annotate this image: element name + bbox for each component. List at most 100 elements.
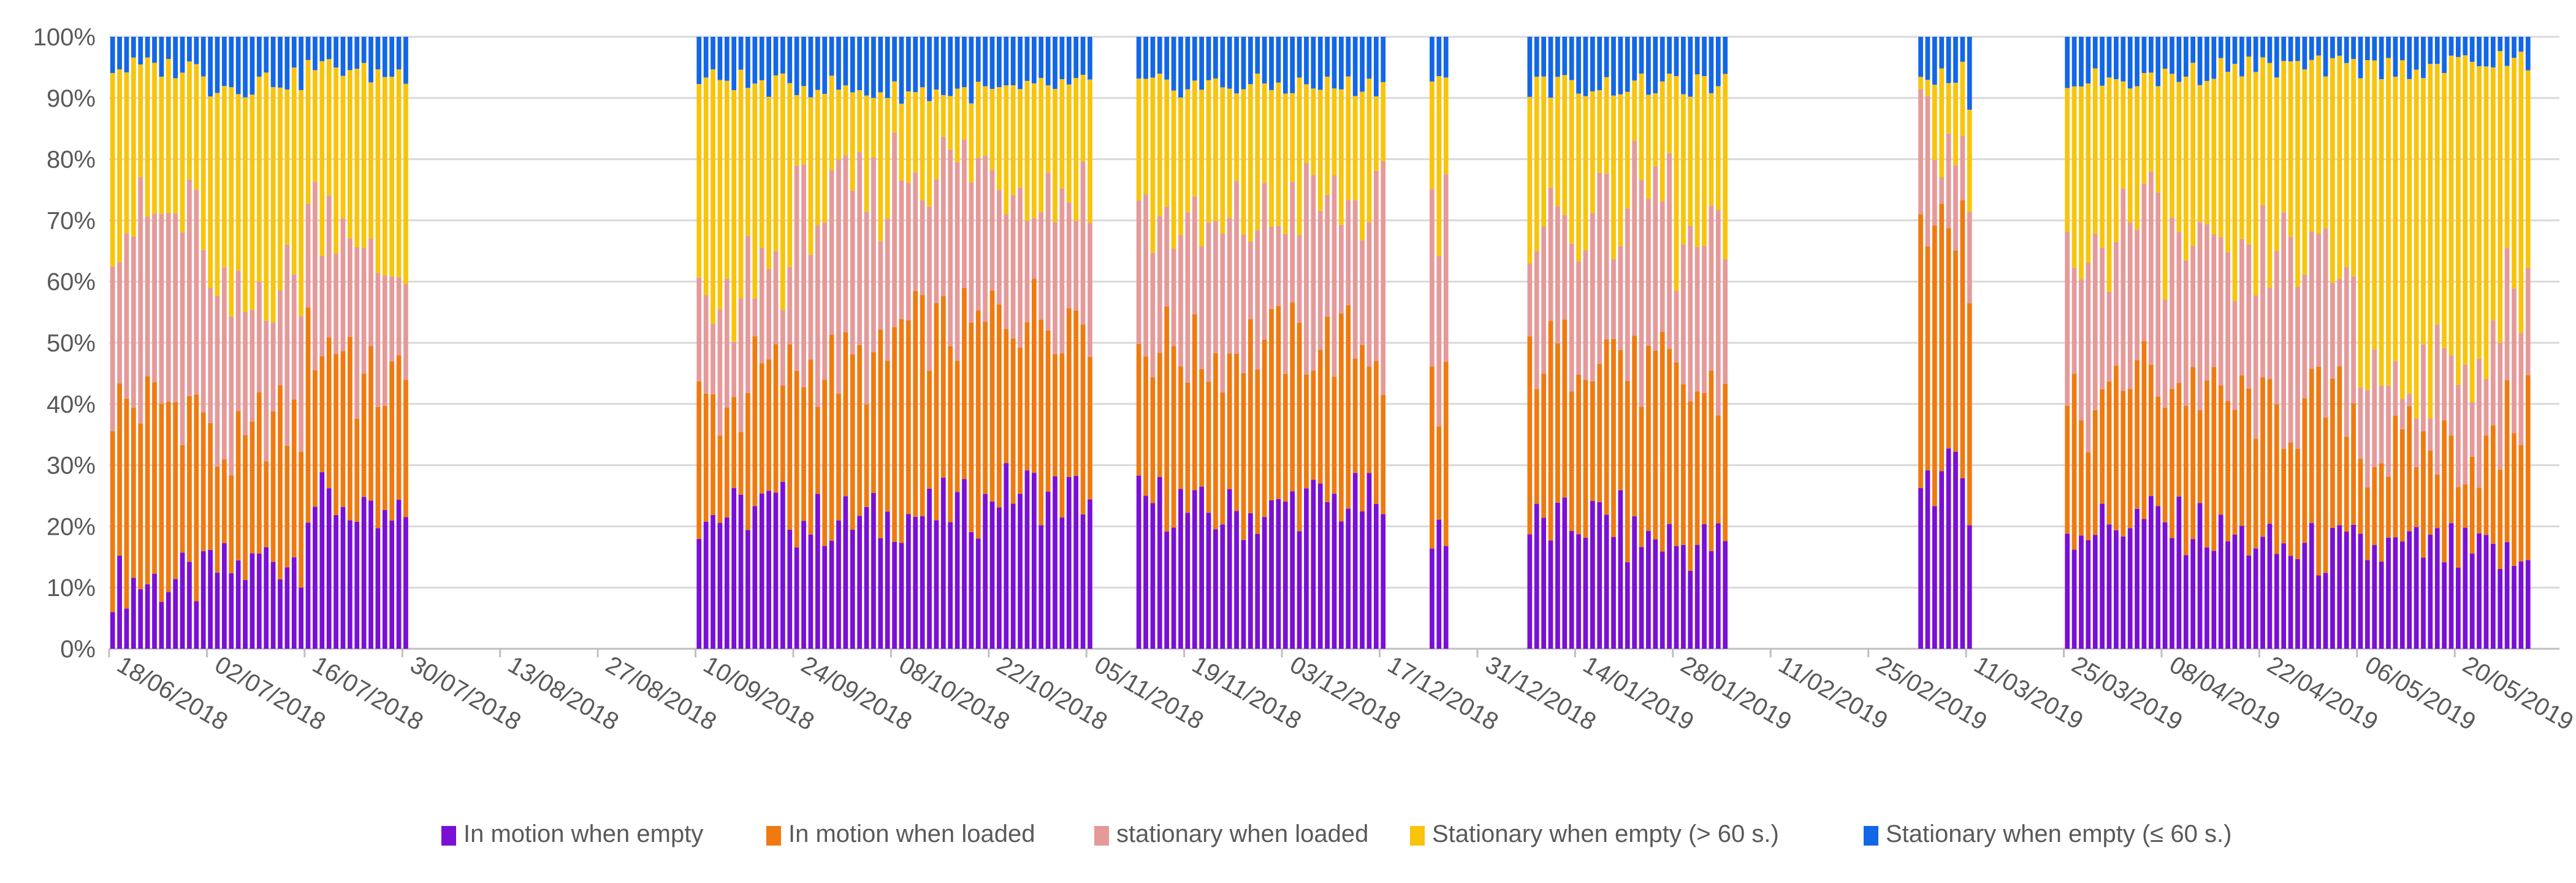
bar-segment-5 — [313, 37, 318, 71]
bar-segment-2 — [1527, 336, 1533, 535]
bar-segment-5 — [1038, 37, 1044, 78]
bar-segment-1 — [1946, 448, 1951, 649]
bar-segment-3 — [1688, 226, 1693, 402]
bar-segment-2 — [773, 344, 779, 493]
bar-segment-3 — [1723, 259, 1728, 384]
bar-segment-3 — [2330, 283, 2335, 379]
bar-segment-1 — [1366, 473, 1372, 649]
bar-segment-3 — [264, 320, 269, 462]
bar-segment-4 — [1430, 81, 1435, 189]
y-tick-label: 60% — [47, 269, 96, 296]
bar-segment-4 — [885, 97, 890, 219]
bar-segment-3 — [1548, 187, 1553, 321]
bar-segment-2 — [2358, 459, 2363, 534]
bar-segment-1 — [2218, 514, 2224, 649]
bar-segment-1 — [2469, 553, 2475, 649]
bar-segment-1 — [1038, 525, 1044, 649]
bar-segment-1 — [361, 497, 367, 649]
bar-segment-2 — [2106, 381, 2112, 525]
bar-segment-3 — [2309, 231, 2314, 369]
bar-segment-5 — [1346, 37, 1351, 77]
bar-segment-1 — [717, 522, 723, 649]
bar-segment-4 — [878, 92, 883, 242]
bar-segment-3 — [2141, 183, 2147, 342]
bar-segment-4 — [1715, 86, 1721, 210]
bar-segment-4 — [1206, 80, 1211, 223]
bar-segment-3 — [1625, 208, 1630, 381]
bar-segment-4 — [145, 57, 150, 217]
bar-segment-2 — [2295, 448, 2300, 559]
bar-segment-2 — [2121, 391, 2126, 537]
bar-segment-2 — [1562, 319, 1568, 498]
bar-segment-1 — [1590, 500, 1595, 649]
bar-segment-4 — [857, 90, 863, 153]
bar-segment-4 — [180, 72, 185, 232]
bar-segment-3 — [773, 251, 779, 345]
bar-segment-4 — [1373, 96, 1379, 171]
bar-segment-1 — [2141, 519, 2147, 649]
bar-segment-4 — [983, 86, 988, 156]
x-tick-label: 25/02/2019 — [1872, 651, 1991, 736]
bar-segment-5 — [1352, 37, 1358, 96]
bar-segment-1 — [815, 494, 820, 649]
bar-segment-1 — [2309, 523, 2314, 649]
bar-segment-1 — [2121, 536, 2126, 649]
x-tick-label: 28/01/2019 — [1676, 651, 1796, 736]
bar-segment-3 — [801, 164, 806, 388]
bar-segment-3 — [1681, 244, 1686, 384]
bar-segment-2 — [1213, 353, 1218, 530]
bar-segment-2 — [2434, 474, 2440, 529]
bar-segment-5 — [1262, 37, 1267, 84]
bar-segment-3 — [2414, 418, 2419, 467]
bar-segment-5 — [243, 37, 248, 97]
bar-segment-4 — [1255, 74, 1260, 231]
bar-segment-3 — [2434, 324, 2440, 475]
bar-segment-4 — [1346, 76, 1351, 201]
bar-segment-4 — [2407, 78, 2412, 394]
bar-segment-3 — [1304, 162, 1309, 375]
bar-segment-1 — [801, 521, 806, 649]
bar-segment-1 — [243, 579, 248, 649]
bar-segment-3 — [256, 281, 262, 392]
bar-segment-1 — [878, 538, 883, 649]
bar-segment-5 — [1080, 37, 1086, 75]
legend-swatch — [766, 826, 781, 846]
bar-segment-5 — [752, 37, 758, 84]
bar-segment-5 — [1136, 37, 1141, 79]
bar-segment-5 — [1674, 37, 1679, 77]
bar-segment-5 — [1339, 37, 1344, 90]
bar-segment-5 — [948, 37, 953, 96]
bar-segment-3 — [1018, 187, 1023, 348]
x-tick-label: 08/10/2018 — [894, 651, 1014, 736]
bar-segment-2 — [1946, 228, 1951, 449]
bar-segment-4 — [1164, 79, 1170, 207]
bar-segment-1 — [1276, 499, 1281, 649]
x-tick-label: 27/08/2018 — [601, 651, 721, 736]
bar-segment-2 — [1632, 335, 1637, 516]
bar-segment-5 — [843, 37, 848, 86]
bar-segment-2 — [2218, 385, 2224, 515]
x-tick-label: 31/12/2018 — [1480, 651, 1600, 736]
bar-segment-4 — [1366, 78, 1372, 223]
bar-segment-1 — [333, 514, 338, 649]
bar-segment-4 — [787, 83, 793, 267]
bar-segment-4 — [1304, 84, 1309, 163]
bar-segment-2 — [787, 344, 793, 530]
bar-segment-4 — [215, 93, 220, 296]
bar-segment-2 — [703, 393, 709, 522]
bar-segment-4 — [110, 73, 115, 267]
y-tick-label: 10% — [47, 575, 96, 602]
bar-segment-5 — [1073, 37, 1079, 78]
bar-segment-2 — [815, 407, 820, 494]
bar-segment-3 — [1583, 250, 1588, 380]
bar-segment-5 — [361, 37, 367, 63]
bar-segment-5 — [2253, 37, 2258, 72]
bar-segment-1 — [1150, 503, 1156, 649]
bar-segment-4 — [2469, 61, 2475, 402]
bar-segment-3 — [1436, 256, 1442, 427]
bar-segment-3 — [1632, 141, 1637, 336]
bar-segment-5 — [864, 37, 869, 96]
bar-segment-3 — [1597, 172, 1602, 364]
bar-segment-5 — [822, 37, 828, 94]
bar-segment-1 — [215, 573, 220, 649]
